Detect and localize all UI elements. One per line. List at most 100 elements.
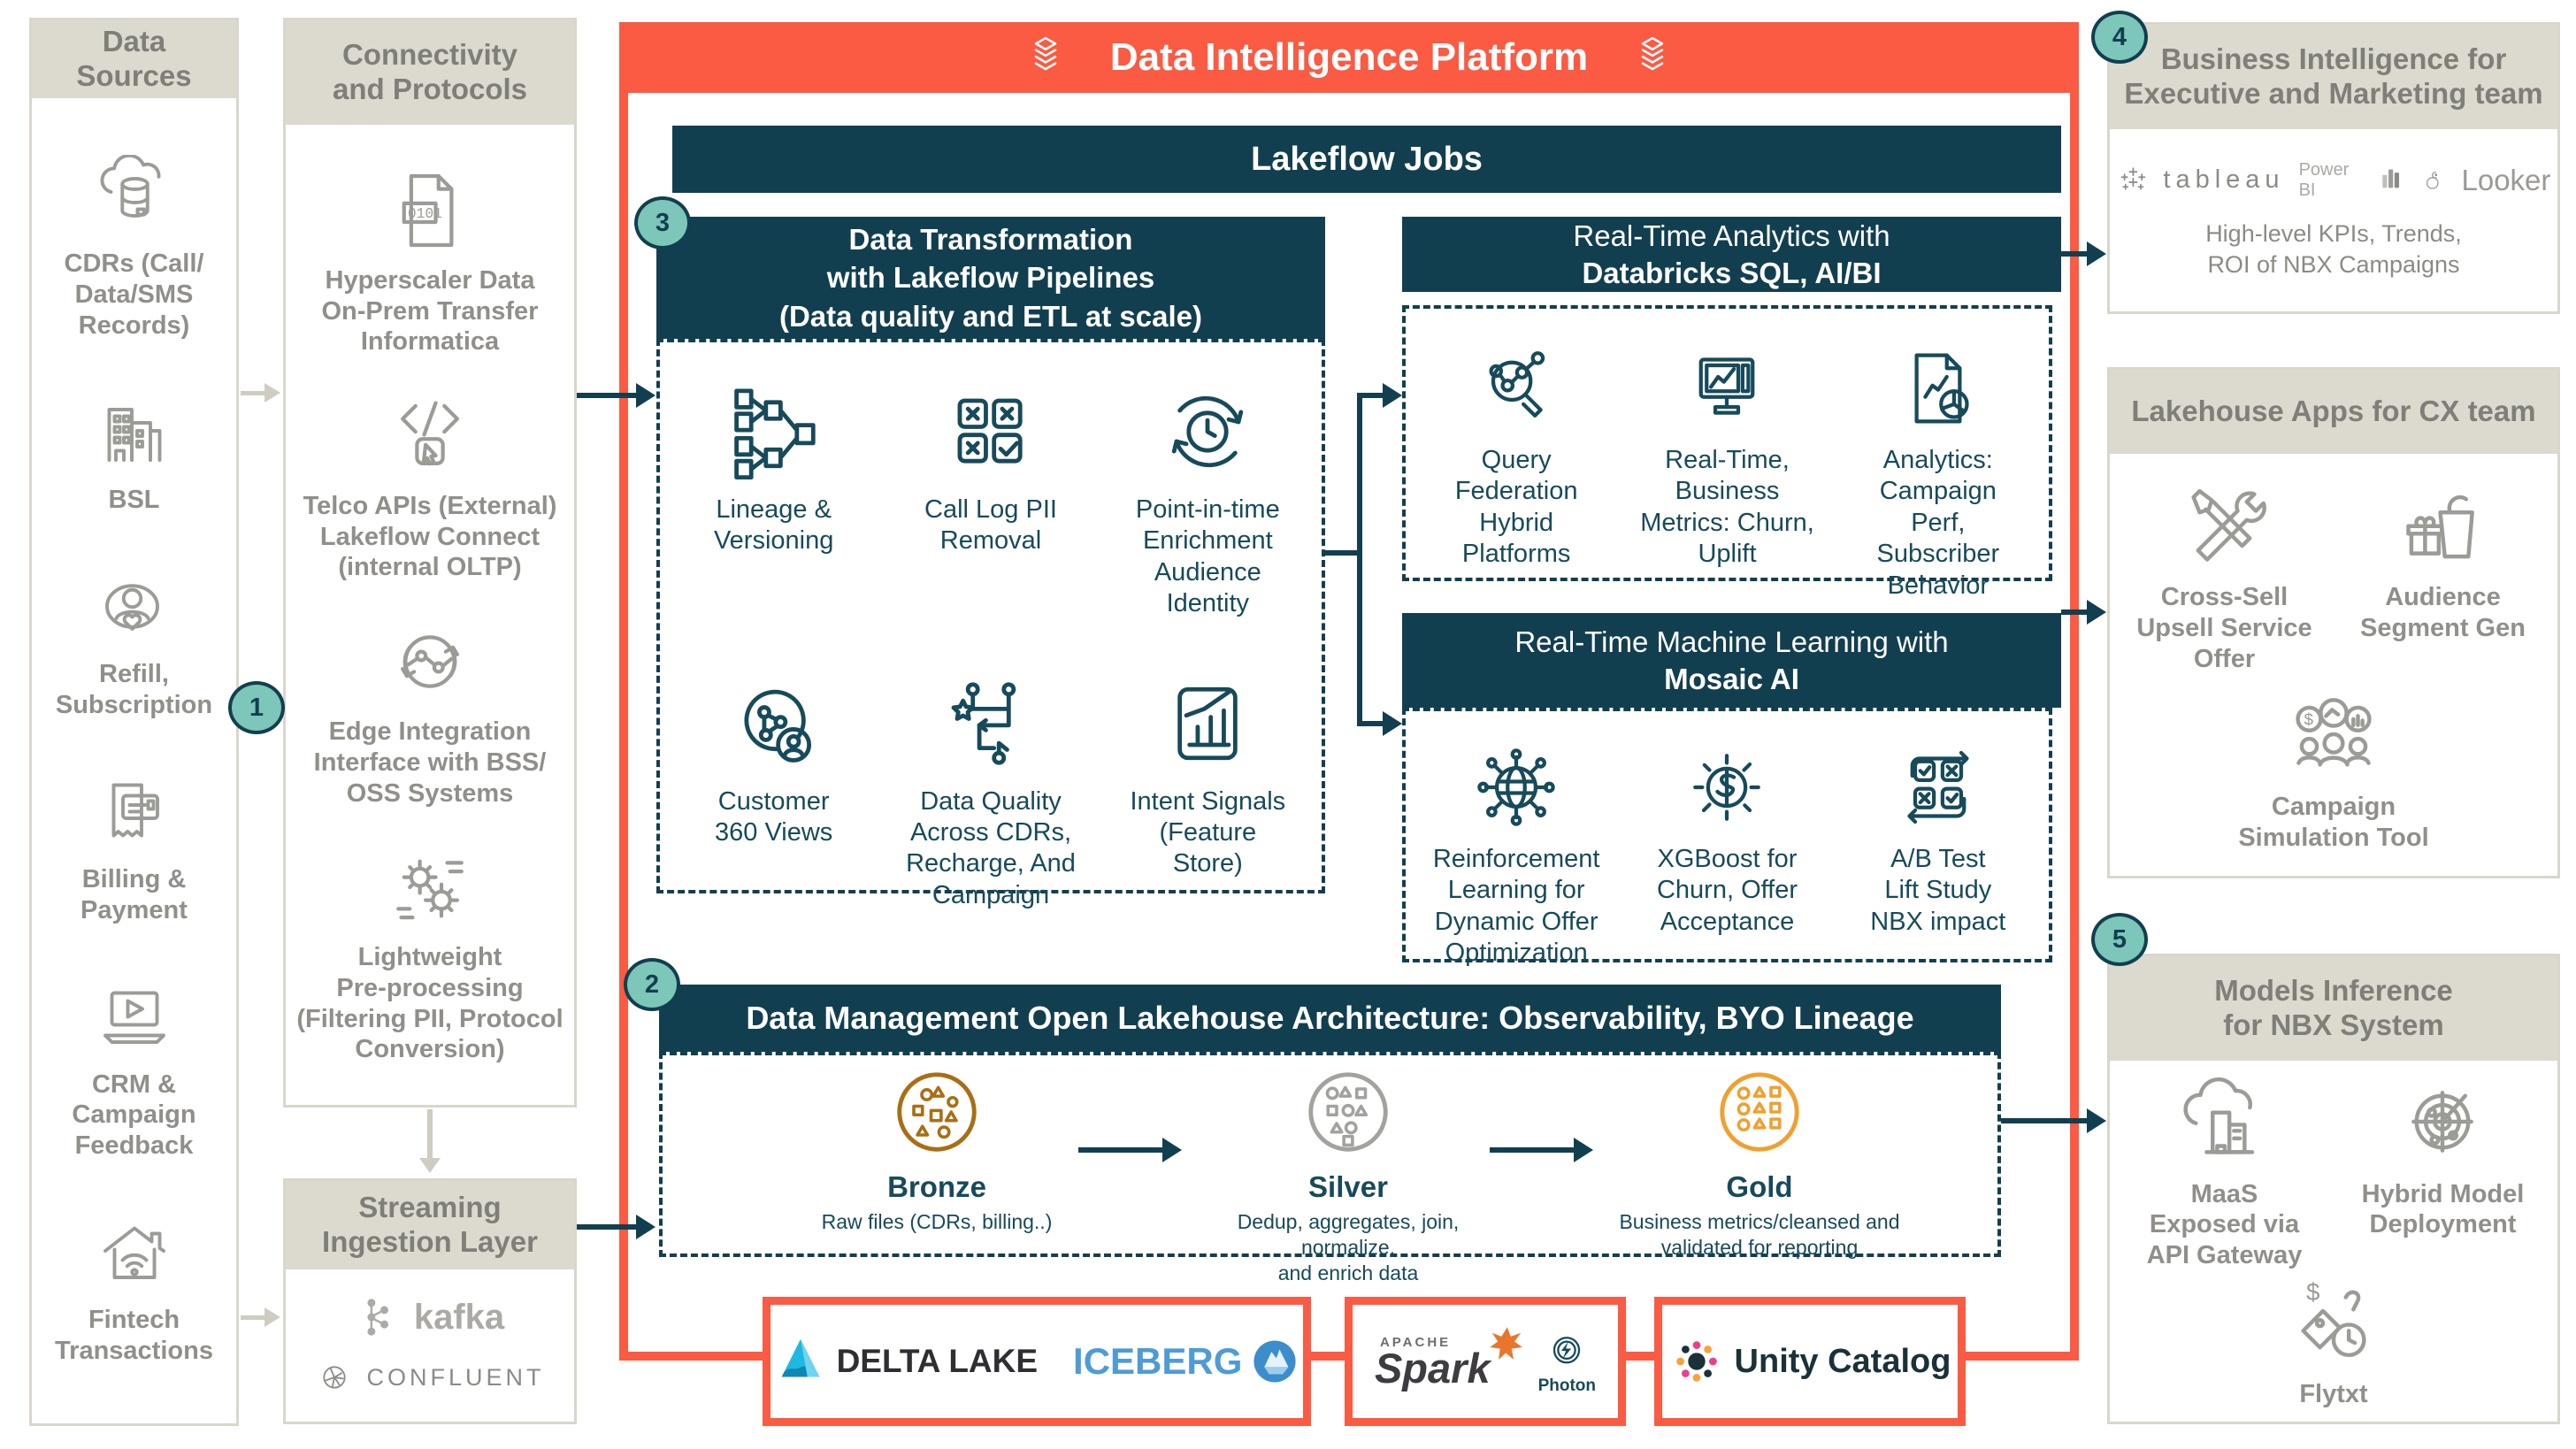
looker-label: Looker: [2461, 163, 2551, 196]
ab-test-icon: [1892, 741, 1984, 833]
connectivity-column: Connectivity and Protocols 0101 Hypersca…: [283, 18, 577, 1108]
tier-name: Silver: [1308, 1170, 1388, 1203]
cx-apps-box: Lakehouse Apps for CX team Cross-Sell Up…: [2107, 367, 2560, 878]
item-label: Hybrid Model Deployment: [2361, 1179, 2525, 1239]
streaming-title: Streaming Ingestion Layer: [286, 1181, 574, 1269]
item-label: Hyperscaler Data On-Prem Transfer Inform…: [321, 265, 539, 356]
platform-to-bi-arrow: [2061, 242, 2106, 266]
connectivity-to-platform-arrow: [577, 383, 656, 408]
gold-tier: Gold Business metrics/cleansed and valid…: [1618, 1066, 1901, 1261]
data-sources-title: Data Sources: [32, 20, 236, 98]
laptop-play-icon: [92, 976, 177, 1061]
item-label: Lightweight Pre-processing (Filtering PI…: [296, 943, 564, 1064]
photon-logo: Photon: [1538, 1327, 1596, 1396]
list-item: Cross-Sell Upsell Service Offer: [2136, 476, 2312, 674]
data-sources-body: CDRs (Call/ Data/SMS Records) BSL Refill…: [32, 98, 236, 1423]
confluent-icon: [315, 1358, 354, 1397]
bi-title: Business Intelligence for Executive and …: [2110, 25, 2557, 129]
wrench-screwdriver-icon: [2175, 476, 2273, 573]
analytics-header: Real-Time Analytics with Databricks SQL,…: [1402, 217, 2061, 292]
item-label: Campaign Simulation Tool: [2238, 793, 2429, 853]
lakeflow-jobs-bar: Lakeflow Jobs: [672, 126, 2061, 193]
item-label: Cross-Sell Upsell Service Offer: [2136, 583, 2312, 673]
delta-lake-icon: [773, 1334, 828, 1389]
item-label: Call Log PII Removal: [924, 495, 1057, 556]
cx-title: Lakehouse Apps for CX team: [2110, 370, 2557, 454]
models-title: Models Inference for NBX System: [2110, 956, 2557, 1061]
list-item: Intent Signals (Feature Store): [1130, 671, 1285, 912]
item-label: CRM & Campaign Feedback: [72, 1070, 196, 1161]
list-item: XGBoost for Churn, Offer Acceptance: [1657, 741, 1798, 970]
list-item: $ Campaign Simulation Tool: [2238, 686, 2429, 854]
list-item: Billing & Payment: [80, 770, 188, 926]
lakeflow-jobs-label: Lakeflow Jobs: [1251, 140, 1483, 178]
kafka-logo: kafka: [356, 1294, 504, 1340]
list-item: Fintech Transactions: [55, 1211, 213, 1367]
ml-header: Real-Time Machine Learning with Mosaic A…: [1402, 613, 2061, 708]
list-item: Call Log PII Removal: [924, 380, 1057, 620]
bi-box: Business Intelligence for Executive and …: [2107, 22, 2560, 314]
apache-label: APACHE: [1379, 1335, 1452, 1351]
bronze-medallion-icon: [891, 1066, 983, 1158]
svg-text:$: $: [2304, 711, 2313, 730]
list-item: $ Flytxt: [2285, 1273, 2382, 1410]
unity-catalog-label: Unity Catalog: [1734, 1342, 1951, 1380]
sources-to-connectivity-arrow: [241, 383, 280, 402]
streaming-to-platform-arrow: [577, 1215, 656, 1239]
list-item: Lineage & Versioning: [714, 380, 833, 620]
streaming-body: kafka CONFLUENT: [286, 1269, 574, 1422]
delta-iceberg-box: DELTA LAKE ICEBERG: [763, 1297, 1311, 1426]
models-body: MaaS Exposed via API Gateway Hybrid Mode…: [2110, 1061, 2557, 1422]
list-item: Point-in-time Enrichment Audience Identi…: [1136, 380, 1280, 620]
item-label: Data Quality Across CDRs, Recharge, And …: [906, 786, 1076, 909]
ml-box: Reinforcement Learning for Dynamic Offer…: [1402, 708, 2052, 967]
databricks-stack-icon: [1022, 32, 1070, 83]
bi-caption: High-level KPIs, Trends, ROI of NBX Camp…: [2205, 220, 2462, 279]
list-item: Analytics: Campaign Perf, Subscriber Beh…: [1876, 342, 2000, 602]
connectivity-body: 0101 Hyperscaler Data On-Prem Transfer I…: [286, 125, 574, 1105]
looker-icon: [2419, 165, 2448, 196]
platform-to-cx-arrow: [2061, 600, 2106, 625]
list-item: Refill, Subscription: [56, 565, 212, 721]
item-label: Analytics: Campaign Perf, Subscriber Beh…: [1876, 446, 2000, 600]
analytics-box: Query Federation Hybrid Platforms Real-T…: [1402, 305, 2052, 600]
spark-label: Spark: [1374, 1345, 1491, 1392]
list-item: Telco APIs (External) Lakeflow Connect (…: [303, 390, 557, 583]
item-label: Reinforcement Learning for Dynamic Offer…: [1432, 845, 1600, 968]
item-label: Telco APIs (External) Lakeflow Connect (…: [303, 491, 557, 582]
unity-catalog-icon: [1669, 1334, 1724, 1389]
item-label: Point-in-time Enrichment Audience Identi…: [1135, 495, 1280, 618]
platform-header: Data Intelligence Platform: [619, 22, 2079, 93]
data-sources-column: Data Sources CDRs (Call/ Data/SMS Record…: [29, 18, 239, 1426]
item-label: Refill, Subscription: [55, 659, 213, 719]
step-badge-3: 3: [634, 196, 691, 249]
silver-to-gold-arrow: [1490, 1138, 1593, 1162]
gears-icon: [384, 841, 476, 933]
to-ml-arrow: [1361, 711, 1402, 736]
list-item: 0101 Hyperscaler Data On-Prem Transfer I…: [321, 165, 539, 357]
tier-name: Gold: [1726, 1170, 1793, 1203]
list-item: Customer 360 Views: [715, 671, 832, 912]
cloud-database-icon: [91, 155, 176, 240]
item-label: Edge Integration Interface with BSS/ OSS…: [313, 717, 547, 808]
grid-x-check-icon: [939, 380, 1043, 484]
tier-desc: Dedup, aggregates, join, normalize, and …: [1237, 1210, 1460, 1284]
house-wifi-icon: [92, 1211, 177, 1296]
list-item: A/B Test Lift Study NBX impact: [1870, 741, 2005, 970]
monitor-chart-icon: [1681, 342, 1773, 434]
bi-body: tableau Power BI Looker High-level KPIs,…: [2110, 129, 2557, 311]
list-item: Data Quality Across CDRs, Recharge, And …: [906, 671, 1076, 912]
list-item: CRM & Campaign Feedback: [72, 976, 196, 1162]
list-item: CDRs (Call/ Data/SMS Records): [65, 155, 203, 341]
cloud-buildings-icon: [2176, 1073, 2273, 1170]
tableau-icon: [2117, 162, 2150, 199]
connectivity-title: Connectivity and Protocols: [286, 20, 574, 125]
data-mgmt-box: Bronze Raw files (CDRs, billing..) Silve…: [659, 1052, 2001, 1284]
item-label: Fintech Transactions: [55, 1306, 213, 1365]
circuit-loop-icon: [384, 616, 476, 708]
tier-name: Bronze: [887, 1170, 986, 1203]
list-item: Lightweight Pre-processing (Filtering PI…: [296, 841, 564, 1065]
flow-arrows-icon: [939, 671, 1043, 776]
confluent-label: CONFLUENT: [366, 1363, 545, 1391]
